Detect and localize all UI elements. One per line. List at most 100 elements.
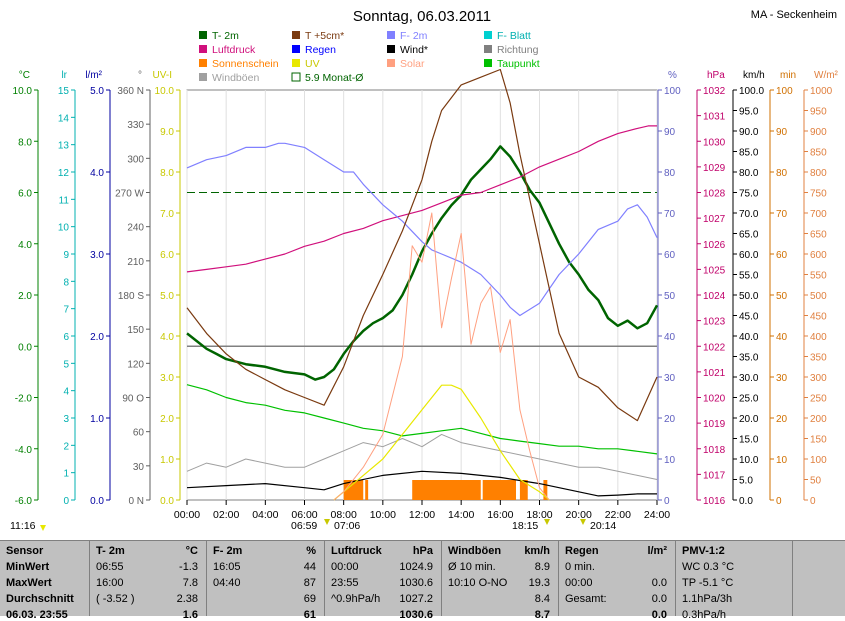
stats-f2m-value: 87 (303, 577, 316, 589)
axis-tick-label: 1032 (703, 86, 726, 97)
axis-tick-label: 0.0 (18, 342, 32, 353)
axis-tick-label: 350 (810, 353, 827, 364)
axis-tick-label: 1.0 (90, 414, 104, 425)
axis-unit-label: % (668, 70, 677, 81)
axis-tick-label: 1000 (810, 86, 833, 97)
legend-swatch (199, 45, 207, 53)
axis-tick-label: 120 (127, 359, 144, 370)
axis-tick-label: 150 (810, 435, 827, 446)
axis-tick-label: 300 (810, 373, 827, 384)
legend-label: Richtung (497, 44, 539, 56)
series-line (186, 433, 658, 480)
axis-tick-label: 300 (127, 154, 144, 165)
legend-swatch (292, 45, 300, 53)
sunshine-bar (365, 480, 369, 500)
plot-area (186, 68, 659, 501)
axis-tick-label: 750 (810, 189, 827, 200)
x-tick-label: 18:00 (526, 509, 552, 521)
axis-tick-label: 40.0 (739, 332, 759, 343)
axis-tick-label: 700 (810, 209, 827, 220)
stats-t2m-time: ( -3.52 ) (96, 593, 135, 605)
moon-marker-icon (40, 525, 46, 531)
axis-tick-label: 4.0 (18, 240, 32, 251)
legend-swatch (199, 59, 207, 67)
axis-unit-label: W/m² (814, 70, 839, 81)
legend-swatch (199, 31, 207, 39)
stats-luftdruck-value: 1030.6 (399, 577, 433, 589)
stats-f2m-unit: % (306, 545, 316, 557)
axis-tick-label: 900 (810, 127, 827, 138)
right-axes: %1009080706050403020100hPa10321031103010… (657, 70, 839, 507)
legend-label: Taupunkt (497, 58, 540, 70)
axis-tick-label: 1031 (703, 112, 726, 123)
stats-regen-time: 0 min. (565, 561, 595, 573)
stats-luftdruck-value: 1027.2 (399, 593, 433, 605)
legend-label: 5.9 Monat-Ø (305, 72, 363, 84)
axis-tick-label: 0.0 (739, 496, 753, 507)
stats-t2m-title: T- 2m (96, 545, 125, 557)
axis-tick-label: 1017 (703, 470, 726, 481)
axis-tick-label: 6.0 (160, 250, 174, 261)
moonset-time: 20:14 (590, 520, 616, 532)
axis-tick-label: 13 (58, 141, 70, 152)
axis-tick-label: 90 (664, 127, 676, 138)
axis-tick-label: 55.0 (739, 271, 759, 282)
axis-tick-label: 30.0 (739, 373, 759, 384)
stats-t2m-value: -1.3 (179, 561, 198, 573)
axis-tick-label: 270 W (115, 189, 144, 200)
axis-tick-label: 80 (664, 168, 676, 179)
x-tick-label: 24:00 (644, 509, 670, 521)
axis-tick-label: 7.0 (160, 209, 174, 220)
axis-tick-label: 0 N (128, 496, 144, 507)
sunshine-bar (543, 480, 548, 500)
axis-tick-label: -6.0 (15, 496, 33, 507)
axis-tick-label: 100 (776, 86, 793, 97)
axis-tick-label: 9 (63, 250, 69, 261)
axis-tick-label: 50 (664, 291, 676, 302)
axis-tick-label: 95.0 (739, 107, 759, 118)
stats-col-regen: Regen l/m² 0 min. 00:00 0.0 Gesamt: 0.0 … (559, 541, 676, 621)
axis-tick-label: -2.0 (15, 394, 33, 405)
legend-swatch (199, 73, 207, 81)
axis-tick-label: 3 (63, 414, 69, 425)
sunshine-bar (482, 480, 516, 500)
axis-tick-label: 1020 (703, 394, 726, 405)
axis-tick-label: 10.0 (13, 86, 33, 97)
stats-windboen-time: 10:10 O-NO (448, 577, 508, 589)
moon-marker-icon (580, 519, 586, 525)
axis-unit-label: UV-I (153, 70, 172, 81)
axis-tick-label: 8 (63, 277, 69, 288)
axis-tick-label: 0.0 (160, 496, 174, 507)
axis-tick-label: 60 (133, 428, 145, 439)
stats-f2m-title: F- 2m (213, 545, 243, 557)
stats-col-t2m: T- 2m °C 06:55 -1.3 16:00 7.8 ( -3.52 ) … (90, 541, 207, 621)
axis-tick-label: 7 (63, 305, 69, 316)
legend-swatch (292, 59, 300, 67)
axis-tick-label: 400 (810, 332, 827, 343)
axis-tick-label: 80 (776, 168, 788, 179)
axis-unit-label: km/h (743, 70, 765, 81)
axis-tick-label: 9.0 (160, 127, 174, 138)
stats-sensor-row: MinWert (6, 561, 50, 573)
axis-tick-label: 2.0 (18, 291, 32, 302)
stats-windboen-title: Windböen (448, 545, 502, 557)
axis-tick-label: 30 (776, 373, 788, 384)
stats-windboen-value: 8.9 (534, 561, 550, 573)
chart-title: Sonntag, 06.03.2011 (353, 8, 491, 25)
stats-luftdruck-title: Luftdruck (331, 545, 382, 557)
axis-tick-label: 30 (133, 462, 145, 473)
axis-tick-label: 240 (127, 223, 144, 234)
legend-label: Solar (400, 58, 425, 70)
series-line (333, 384, 550, 501)
axis-tick-label: 100 (810, 455, 827, 466)
stats-windboen-unit: km/h (524, 545, 550, 557)
axis-tick-label: 800 (810, 168, 827, 179)
axis-tick-label: 30 (664, 373, 676, 384)
legend-swatch (387, 31, 395, 39)
axis-tick-label: 100.0 (739, 86, 764, 97)
axis-tick-label: 20 (664, 414, 676, 425)
x-tick-label: 20:00 (566, 509, 592, 521)
sunshine-bar (412, 480, 481, 500)
axis-tick-label: 90.0 (739, 127, 759, 138)
series-line (186, 68, 658, 422)
